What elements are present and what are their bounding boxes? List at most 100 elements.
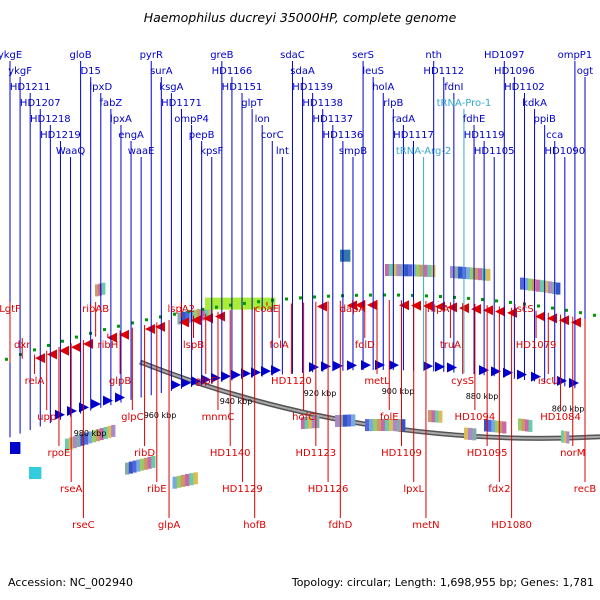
gene-label: HD1096	[494, 66, 535, 77]
gene-label: HD1211	[10, 82, 51, 93]
reverse-gene-arrow	[535, 311, 545, 322]
gene-feature-block	[486, 268, 491, 281]
gene-label: glpF	[195, 376, 216, 387]
tick-dot	[481, 298, 484, 301]
gene-feature-block	[95, 429, 100, 442]
gene-label: HD1207	[20, 98, 61, 109]
gene-label: HD1094	[455, 412, 496, 423]
gene-feature-block	[373, 419, 378, 431]
gene-label: kpsF	[200, 146, 223, 157]
gene-feature-block	[103, 427, 108, 439]
tick-dot	[425, 294, 428, 298]
gene-feature-block	[556, 282, 561, 295]
tick-dot	[5, 357, 8, 361]
gene-label: HD1123	[296, 448, 337, 459]
gene-feature-block	[10, 442, 21, 454]
gene-feature-block	[381, 419, 386, 431]
gene-label: ogt	[577, 66, 593, 77]
reverse-gene-arrow	[71, 342, 81, 353]
gene-label: D15	[80, 66, 100, 77]
forward-gene-arrow	[435, 361, 445, 372]
gene-feature-block	[524, 278, 529, 291]
reverse-gene-arrow	[471, 304, 481, 315]
gene-label: ribD	[134, 448, 155, 459]
reverse-gene-arrow	[203, 313, 213, 324]
forward-gene-arrow	[241, 368, 251, 379]
gene-label: gloB	[70, 50, 92, 61]
gene-feature-block	[88, 431, 93, 444]
gene-label: ribE	[147, 484, 167, 495]
gene-feature-block	[552, 282, 557, 294]
forward-gene-arrow	[347, 360, 357, 371]
gene-label: smpB	[339, 146, 367, 157]
gene-label: hofB	[243, 520, 266, 531]
gene-label: radA	[392, 114, 416, 125]
tick-dot	[285, 297, 288, 301]
gene-label: recB	[574, 484, 597, 495]
gene-label: surA	[150, 66, 173, 77]
gene-feature-block	[450, 266, 455, 279]
gene-feature-block	[200, 308, 206, 321]
gene-tracks	[10, 249, 600, 489]
forward-gene-arrow	[321, 361, 331, 372]
scale-tick-label: 940 kbp	[220, 397, 253, 406]
gene-label: norM	[560, 448, 585, 459]
gene-label: serS	[352, 50, 374, 61]
gene-label: sdaC	[280, 50, 305, 61]
gene-label: HD1140	[210, 448, 251, 459]
forward-gene-arrow	[333, 360, 343, 371]
gene-label: tRNA-Pro-1	[437, 98, 492, 109]
gene-feature-block	[193, 309, 198, 322]
gene-label: HD1084	[540, 412, 581, 423]
gene-label: HD1080	[491, 520, 532, 531]
gene-label: nth	[425, 50, 442, 61]
gene-label: HD1218	[30, 114, 71, 125]
gene-label: HD1105	[474, 146, 515, 157]
scale-tick-label: 960 kbp	[144, 411, 177, 420]
gene-label: HD1102	[504, 82, 545, 93]
gene-label: glpC	[121, 412, 143, 423]
gene-label: ykgE	[0, 50, 22, 61]
gene-label: glpA	[158, 520, 180, 531]
gene-feature-block	[172, 476, 178, 489]
gene-label: lpxL	[403, 484, 424, 495]
reverse-gene-arrow	[347, 300, 357, 311]
gene-feature-block	[340, 249, 351, 262]
gene-feature-block	[385, 264, 390, 276]
gene-label: dapA	[340, 304, 366, 315]
gene-label: fdhE	[463, 114, 486, 125]
forward-gene-arrow	[191, 376, 201, 387]
gene-feature-block	[404, 264, 409, 277]
gene-feature-block	[176, 475, 182, 488]
gene-label: ribAB	[82, 304, 109, 315]
gene-feature-block	[107, 425, 112, 438]
forward-gene-arrow	[361, 360, 371, 371]
tick-dot	[439, 295, 442, 298]
tick-dot	[201, 307, 204, 311]
tick-dot	[299, 296, 302, 300]
gene-feature-block	[498, 421, 503, 434]
reverse-gene-arrow	[317, 301, 327, 312]
gene-feature-block	[474, 267, 479, 280]
gene-feature-block	[401, 419, 406, 432]
gene-label: HD1090	[544, 146, 585, 157]
gene-label: HD1151	[222, 82, 263, 93]
gene-feature-block	[91, 430, 97, 443]
gene-feature-block	[528, 420, 533, 432]
gene-label: glpT	[241, 98, 263, 109]
reverse-gene-arrow	[435, 301, 445, 312]
gene-feature-block	[343, 414, 348, 427]
gene-feature-block	[468, 427, 473, 440]
gene-feature-block	[536, 279, 541, 292]
reverse-gene-arrow	[483, 305, 493, 316]
tick-dot	[397, 293, 400, 297]
scale-tick-label: 920 kbp	[304, 389, 337, 398]
gene-feature-block	[427, 265, 432, 277]
tick-dot	[537, 304, 540, 308]
tick-dot	[75, 335, 78, 339]
gene-label: greB	[210, 50, 233, 61]
forward-gene-arrow	[67, 405, 77, 416]
tick-dot	[215, 305, 218, 309]
gene-label: ompP4	[174, 114, 209, 125]
scale-tick-label: 860 kbp	[552, 405, 585, 414]
